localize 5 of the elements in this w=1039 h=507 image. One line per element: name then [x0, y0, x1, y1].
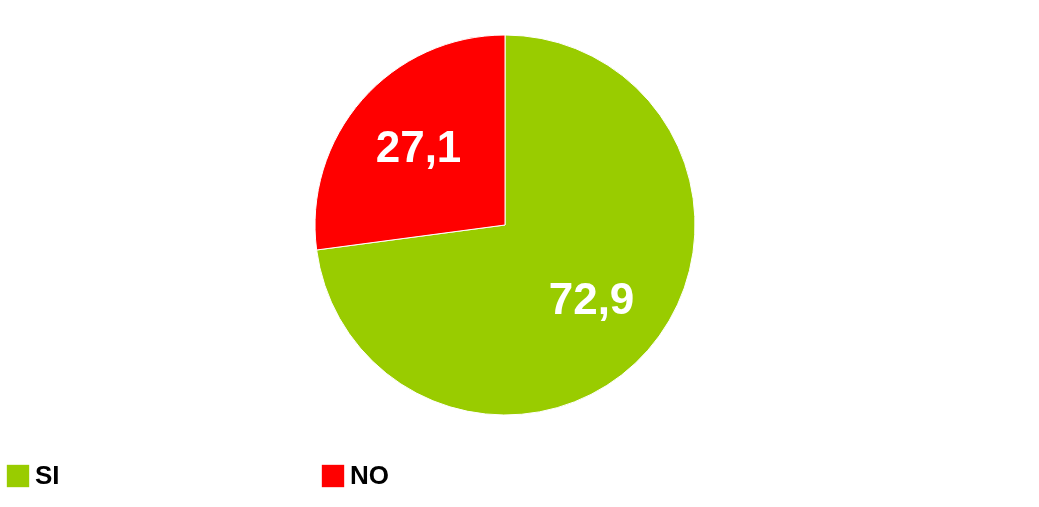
- pie-slice: [316, 34, 696, 416]
- data-label: 72,9: [548, 273, 635, 323]
- legend-label: NO: [350, 460, 389, 490]
- legend-label: SI: [35, 460, 60, 490]
- data-label: 27,1: [375, 122, 462, 172]
